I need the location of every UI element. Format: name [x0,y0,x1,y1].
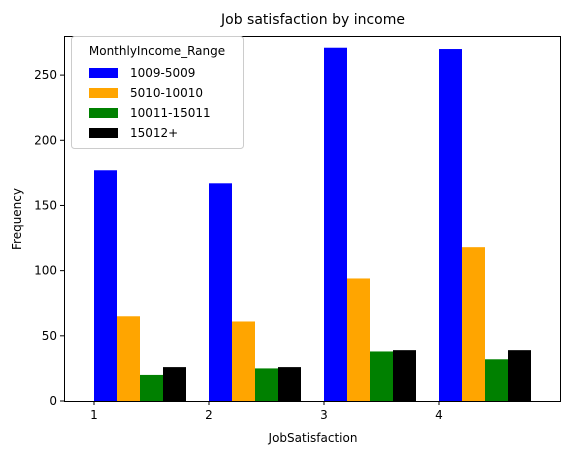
legend-swatch [89,108,118,118]
chart-title: Job satisfaction by income [220,12,405,28]
y-tick-label: 100 [34,264,57,278]
legend-swatch [89,88,118,98]
bar-10011-15011-cat-4 [485,359,508,401]
bar-15012+-cat-3 [393,350,416,401]
plot-area [94,47,531,402]
bar-1009-5009-cat-3 [324,47,347,401]
legend: MonthlyIncome_Range 1009-5009 5010-10010 1… [71,36,244,149]
legend-box [71,36,244,149]
legend-entry-label: 1009-5009 [130,66,195,80]
bar-10011-15011-cat-3 [370,351,393,401]
x-tick-label: 3 [320,408,328,422]
y-tick-label: 0 [49,394,57,408]
bar-5010-10010-cat-1 [117,316,140,401]
y-tick-label: 250 [34,68,57,82]
legend-entry-label: 15012+ [130,126,178,140]
legend-entry-label: 5010-10010 [130,86,203,100]
bar-5010-10010-cat-3 [347,278,370,401]
x-tick-label: 1 [90,408,98,422]
axes-frame [64,36,561,402]
legend-swatch [89,128,118,138]
y-tick-label: 50 [42,329,57,343]
legend-entry-label: 10011-15011 [130,106,211,120]
y-tick-label: 150 [34,198,57,212]
bar-10011-15011-cat-2 [255,368,278,401]
y-axis-label: Frequency [10,188,24,250]
bar-1009-5009-cat-1 [94,170,117,401]
x-tick-label: 4 [435,408,443,422]
legend-title: MonthlyIncome_Range [89,44,225,58]
bar-5010-10010-cat-4 [462,247,485,401]
x-axis-label: JobSatisfaction [268,431,358,445]
bar-1009-5009-cat-2 [209,183,232,401]
bar-10011-15011-cat-1 [140,374,163,401]
bar-15012+-cat-4 [508,350,531,401]
y-tick-label: 200 [34,133,57,147]
bar-15012+-cat-1 [163,367,186,401]
bar-15012+-cat-2 [278,367,301,401]
legend-swatch [89,68,118,78]
x-tick-label: 2 [205,408,213,422]
bar-1009-5009-cat-4 [439,49,462,402]
bar-5010-10010-cat-2 [232,321,255,401]
